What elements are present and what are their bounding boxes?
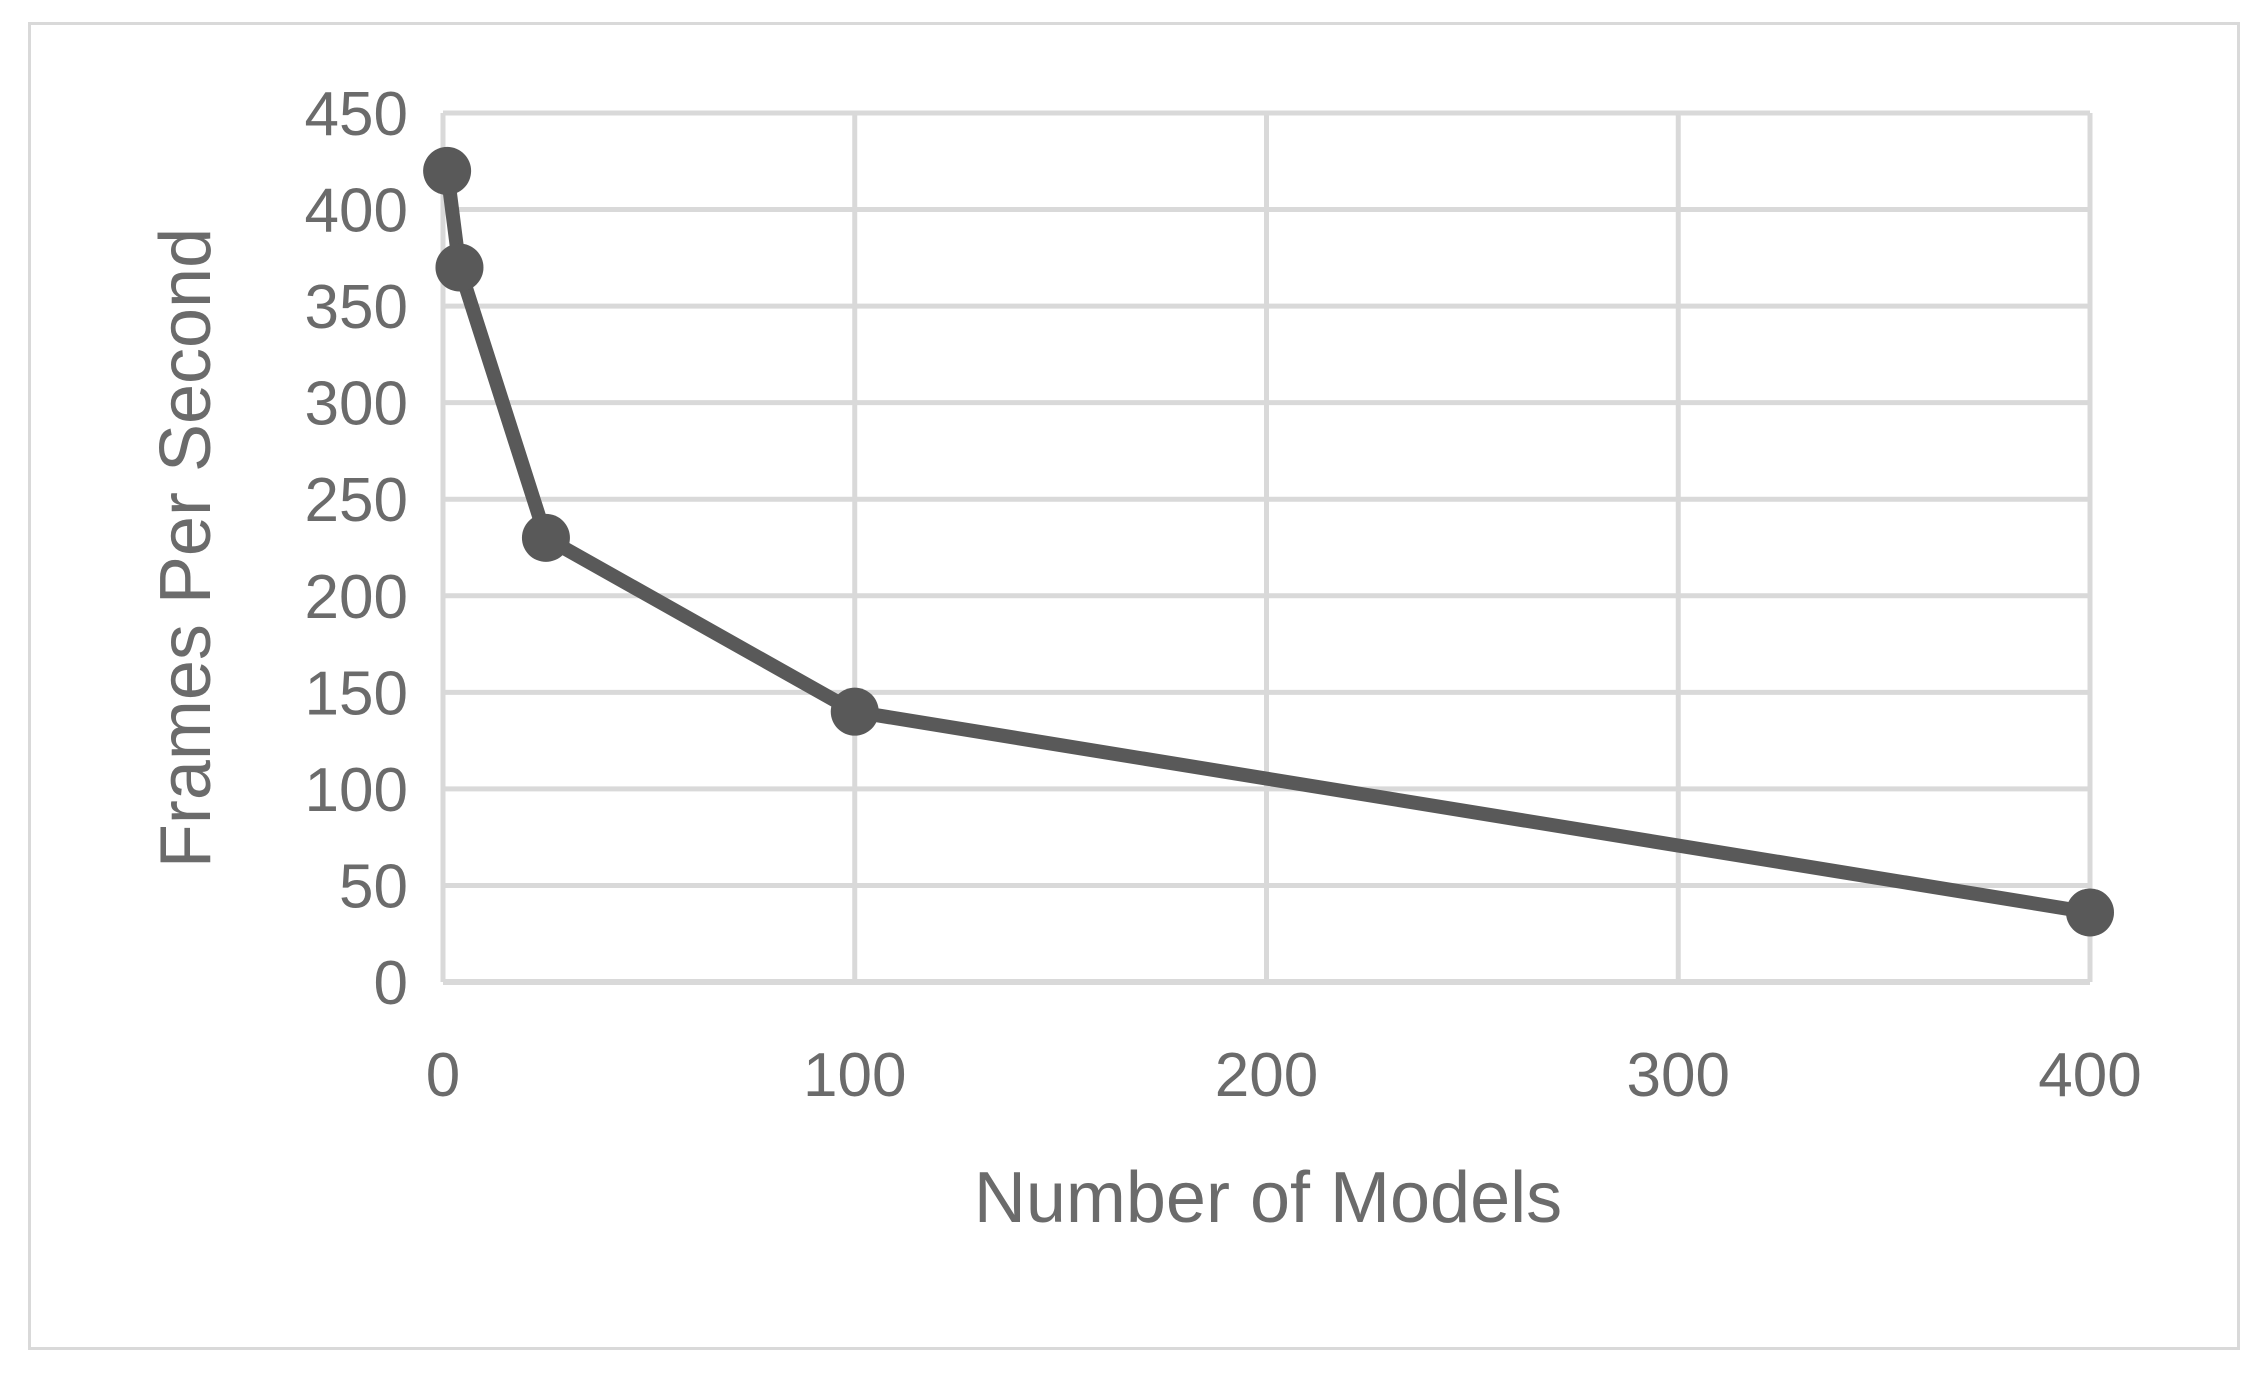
y-tick-label: 400: [305, 177, 408, 246]
data-point: [521, 513, 570, 562]
y-tick-label: 300: [305, 370, 408, 439]
y-axis-title: Frames Per Second: [146, 228, 226, 868]
x-tick-label: 100: [803, 1041, 906, 1110]
data-point: [435, 243, 484, 292]
y-tick-label: 100: [305, 756, 408, 825]
y-tick-label: 350: [305, 273, 408, 342]
y-tick-label: 250: [305, 466, 408, 535]
x-tick-label: 200: [1215, 1041, 1318, 1110]
gridlines: [440, 110, 2093, 982]
chart-area: [28, 22, 2240, 1350]
x-tick-label: 400: [2038, 1041, 2141, 1110]
y-tick-label: 200: [305, 563, 408, 632]
y-tick-label: 150: [305, 659, 408, 728]
y-tick-label: 0: [374, 949, 408, 1018]
x-axis-title: Number of Models: [974, 1158, 1562, 1238]
data-point: [830, 687, 879, 736]
data-point: [423, 146, 472, 195]
tick-labels: 0 50 100 150 200 250 300 350 400 450 0 100 200 300 400: [305, 80, 2142, 1110]
y-tick-label: 50: [339, 852, 408, 921]
data-point: [2066, 888, 2114, 937]
y-tick-label: 450: [305, 80, 408, 149]
x-tick-label: 300: [1627, 1041, 1730, 1110]
series-layer: [423, 146, 2114, 937]
x-tick-label: 0: [426, 1041, 460, 1110]
